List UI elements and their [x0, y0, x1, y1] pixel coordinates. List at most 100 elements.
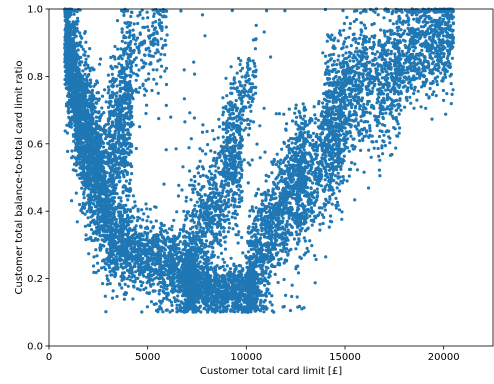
data-point	[144, 89, 148, 93]
data-point	[119, 224, 123, 228]
data-point	[126, 284, 130, 288]
data-point	[120, 39, 124, 43]
data-point	[118, 239, 122, 243]
data-point	[66, 73, 70, 77]
data-point	[92, 122, 96, 126]
data-point	[80, 103, 84, 107]
data-point	[91, 213, 95, 217]
data-point	[115, 159, 119, 163]
data-point	[112, 257, 116, 261]
data-point	[155, 271, 159, 275]
data-point	[177, 290, 181, 294]
data-point	[99, 174, 103, 178]
data-point	[88, 151, 93, 155]
data-point	[151, 21, 155, 25]
data-point	[89, 236, 93, 240]
data-point	[92, 230, 96, 234]
data-point	[120, 149, 124, 153]
data-point	[74, 59, 78, 64]
data-point	[145, 207, 149, 211]
data-point	[113, 244, 117, 248]
data-point	[169, 262, 173, 266]
data-point	[84, 57, 88, 61]
data-point	[175, 306, 179, 310]
data-point	[83, 117, 87, 121]
data-point	[107, 130, 111, 134]
data-point	[136, 252, 140, 256]
data-point	[77, 77, 82, 81]
data-point	[113, 65, 117, 69]
data-point	[126, 213, 130, 217]
data-point	[162, 14, 166, 18]
data-point	[124, 59, 129, 64]
data-point	[111, 180, 116, 184]
data-point	[156, 310, 160, 314]
data-point	[74, 146, 78, 150]
data-point	[116, 228, 120, 232]
data-point	[161, 282, 166, 286]
data-point	[115, 192, 119, 196]
data-point	[83, 53, 87, 57]
data-point	[141, 244, 145, 248]
data-point	[109, 55, 113, 60]
data-point	[148, 207, 152, 211]
data-point	[176, 257, 180, 261]
data-point	[83, 99, 87, 103]
data-point	[83, 30, 87, 34]
data-point	[125, 163, 129, 167]
data-point	[158, 288, 162, 292]
data-point	[86, 66, 90, 70]
data-point	[66, 10, 70, 14]
data-point	[169, 270, 173, 275]
data-point	[119, 258, 124, 262]
data-point	[150, 24, 155, 28]
data-point	[134, 78, 138, 82]
data-point	[88, 96, 92, 100]
data-point	[110, 72, 114, 76]
data-point	[107, 241, 111, 245]
data-point	[107, 208, 111, 212]
data-point	[76, 132, 80, 136]
data-point	[114, 263, 118, 267]
data-point	[145, 25, 150, 29]
data-point	[81, 47, 85, 51]
data-point	[163, 253, 167, 257]
data-point	[146, 258, 150, 262]
data-point	[122, 99, 126, 103]
data-point	[153, 51, 158, 55]
data-point	[113, 228, 117, 232]
data-point	[169, 267, 173, 271]
data-point	[113, 148, 117, 152]
data-point	[122, 47, 126, 52]
data-point	[83, 173, 87, 177]
data-point	[120, 30, 124, 34]
data-point	[105, 247, 109, 251]
data-point	[103, 160, 108, 164]
data-point	[133, 227, 137, 231]
data-point	[138, 280, 143, 284]
data-point	[131, 297, 135, 301]
data-point	[76, 115, 80, 119]
data-point	[75, 173, 80, 177]
data-point	[154, 267, 158, 272]
data-point	[152, 14, 156, 18]
data-point	[130, 114, 134, 118]
data-point	[112, 177, 116, 181]
data-point	[129, 164, 133, 168]
data-point	[69, 82, 73, 87]
data-point	[129, 14, 133, 19]
data-point	[154, 244, 158, 249]
data-point	[88, 90, 93, 94]
data-point	[63, 129, 67, 133]
data-point	[122, 254, 126, 258]
data-point	[86, 132, 90, 136]
data-point	[134, 90, 139, 94]
data-point	[151, 43, 155, 47]
data-point	[122, 51, 126, 55]
data-point	[76, 107, 80, 111]
data-point	[103, 223, 107, 227]
data-point	[78, 176, 82, 180]
data-point	[72, 162, 77, 166]
data-point	[155, 10, 159, 14]
data-point	[170, 228, 174, 232]
